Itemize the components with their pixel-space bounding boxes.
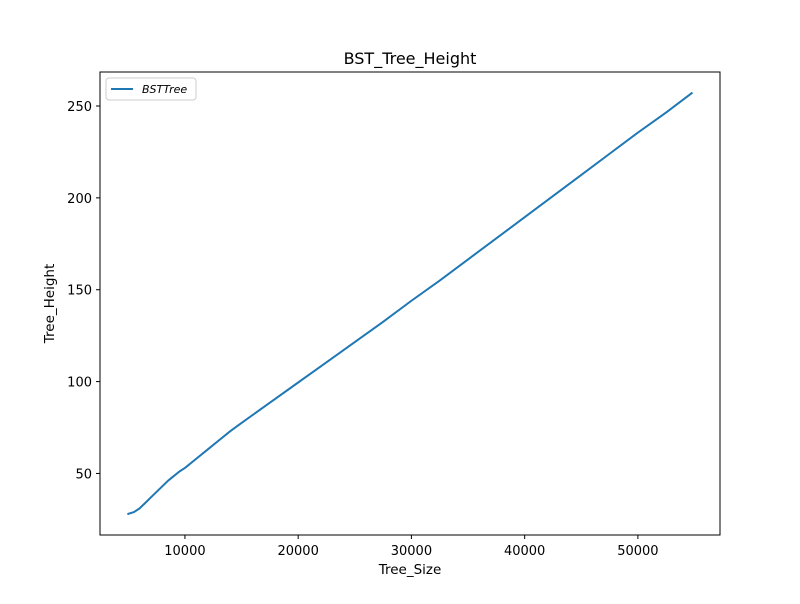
- chart-title: BST_Tree_Height: [344, 49, 477, 69]
- y-axis: 50 100 150 200 250: [67, 100, 100, 482]
- y-tick-label: 150: [67, 284, 92, 299]
- y-tick-label: 250: [67, 100, 92, 115]
- legend: BSTTree: [105, 77, 197, 101]
- x-tick-label: 10000: [164, 544, 205, 559]
- legend-box: [105, 77, 197, 101]
- x-axis-label: Tree_Size: [378, 562, 442, 578]
- plot-area: [99, 71, 721, 536]
- plot-frame: [99, 71, 721, 536]
- y-axis-label: Tree_Height: [42, 264, 58, 345]
- series-line-bsttree: [127, 91, 694, 516]
- x-tick-label: 50000: [617, 544, 658, 559]
- series-layer: [127, 91, 694, 516]
- y-tick-label: 50: [75, 467, 92, 482]
- x-tick-label: 30000: [391, 544, 432, 559]
- y-tick-label: 100: [67, 376, 92, 391]
- x-tick-label: 40000: [504, 544, 545, 559]
- x-tick-label: 20000: [277, 544, 318, 559]
- x-axis: 10000 20000 30000 40000 50000: [164, 535, 659, 559]
- legend-label: BSTTree: [142, 83, 187, 96]
- y-tick-label: 200: [67, 192, 92, 207]
